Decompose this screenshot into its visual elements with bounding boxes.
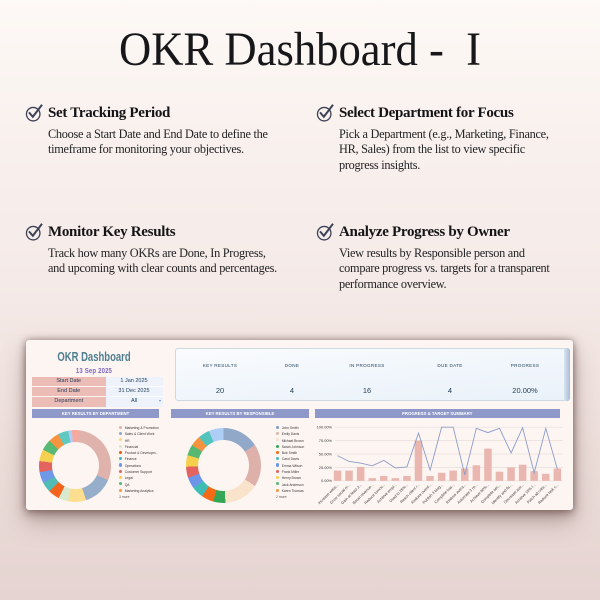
svg-text:0.00%: 0.00% [321,478,333,483]
svg-text:100.00%: 100.00% [317,425,333,430]
svg-text:50.00%: 50.00% [319,451,333,456]
svg-text:25.00%: 25.00% [319,465,333,470]
svg-text:75.00%: 75.00% [319,438,333,443]
